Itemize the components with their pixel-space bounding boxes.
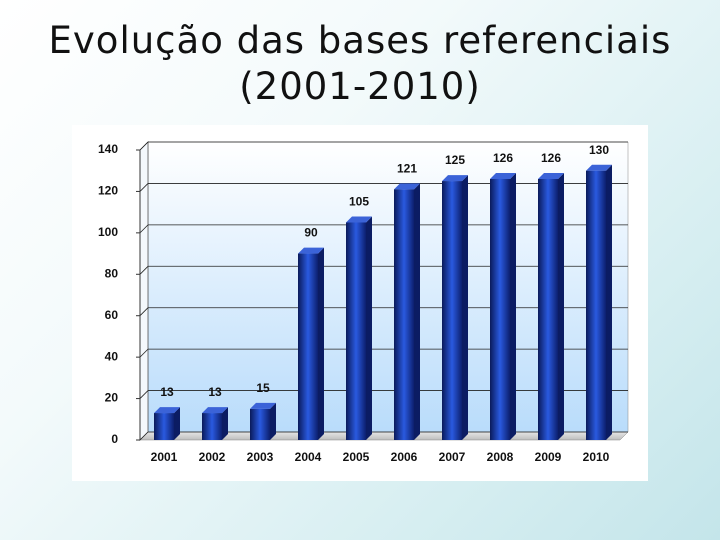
x-tick-label: 2001	[151, 450, 178, 464]
data-label: 13	[208, 385, 222, 399]
data-label: 121	[397, 162, 417, 176]
bar-front	[298, 253, 318, 440]
x-tick-label: 2010	[583, 450, 610, 464]
bar-top	[298, 247, 324, 254]
y-tick-label: 60	[105, 308, 119, 322]
bar-side	[558, 173, 564, 440]
grid-line	[139, 348, 149, 358]
bar	[346, 216, 372, 440]
x-tick-label: 2005	[343, 450, 370, 464]
bar	[394, 183, 420, 440]
bar-front	[538, 179, 558, 440]
grid-line	[139, 141, 149, 151]
bar-top	[202, 407, 228, 414]
bar-front	[202, 413, 222, 440]
x-tick-label: 2008	[487, 450, 514, 464]
bar-side	[462, 175, 468, 441]
grid-line	[139, 307, 149, 316]
bar-side	[222, 407, 228, 440]
data-label: 90	[304, 226, 318, 240]
bar-top	[154, 407, 180, 414]
bar-top	[490, 173, 516, 179]
bar-top	[346, 216, 372, 223]
x-tick-label: 2004	[295, 450, 322, 464]
data-label: 15	[256, 381, 270, 395]
bar	[250, 402, 276, 440]
bar-front	[586, 170, 606, 440]
bar	[586, 164, 612, 440]
bar-top	[250, 402, 276, 409]
grid-line	[139, 390, 149, 399]
y-tick-label: 40	[105, 349, 119, 363]
bar-front	[490, 179, 510, 440]
bar-front	[250, 408, 270, 440]
bar	[490, 173, 516, 440]
bar-front	[394, 189, 414, 440]
bar-top	[538, 173, 564, 179]
data-label: 125	[445, 153, 465, 167]
bar	[202, 407, 228, 440]
y-tick-label: 0	[111, 432, 118, 446]
y-tick-label: 20	[105, 391, 119, 405]
bar	[538, 173, 564, 440]
bar	[298, 247, 324, 440]
x-tick-label: 2003	[247, 450, 274, 464]
slide-title: Evolução das bases referenciais (2001-20…	[48, 19, 672, 108]
bar	[442, 175, 468, 441]
y-tick-label: 140	[98, 142, 118, 156]
bar-front	[442, 181, 462, 441]
bar-side	[510, 173, 516, 440]
side-wall	[139, 141, 149, 441]
bar-front	[346, 222, 366, 440]
bar-top	[394, 183, 420, 190]
bar-side	[414, 183, 420, 440]
bar-side	[606, 164, 612, 440]
bar-side	[270, 402, 276, 440]
y-tick-label: 80	[105, 266, 119, 280]
y-tick-label: 120	[98, 184, 118, 198]
x-tick-label: 2002	[199, 450, 226, 464]
data-label: 105	[349, 195, 369, 209]
grid-line	[139, 431, 149, 441]
data-label: 126	[493, 151, 513, 165]
bar-side	[366, 216, 372, 440]
data-label: 130	[589, 143, 609, 157]
y-tick-label: 100	[98, 225, 118, 239]
bar-front	[154, 413, 174, 440]
data-label: 13	[160, 385, 174, 399]
bar-side	[174, 407, 180, 440]
x-tick-label: 2009	[535, 450, 562, 464]
grid-line	[139, 224, 149, 234]
grid-line	[139, 266, 149, 275]
bar-side	[318, 247, 324, 440]
bar	[154, 407, 180, 440]
bar-top	[586, 164, 612, 171]
data-label: 126	[541, 151, 561, 165]
bar-top	[442, 175, 468, 182]
grid-line	[139, 183, 149, 192]
x-tick-label: 2007	[439, 450, 466, 464]
x-tick-label: 2006	[391, 450, 418, 464]
